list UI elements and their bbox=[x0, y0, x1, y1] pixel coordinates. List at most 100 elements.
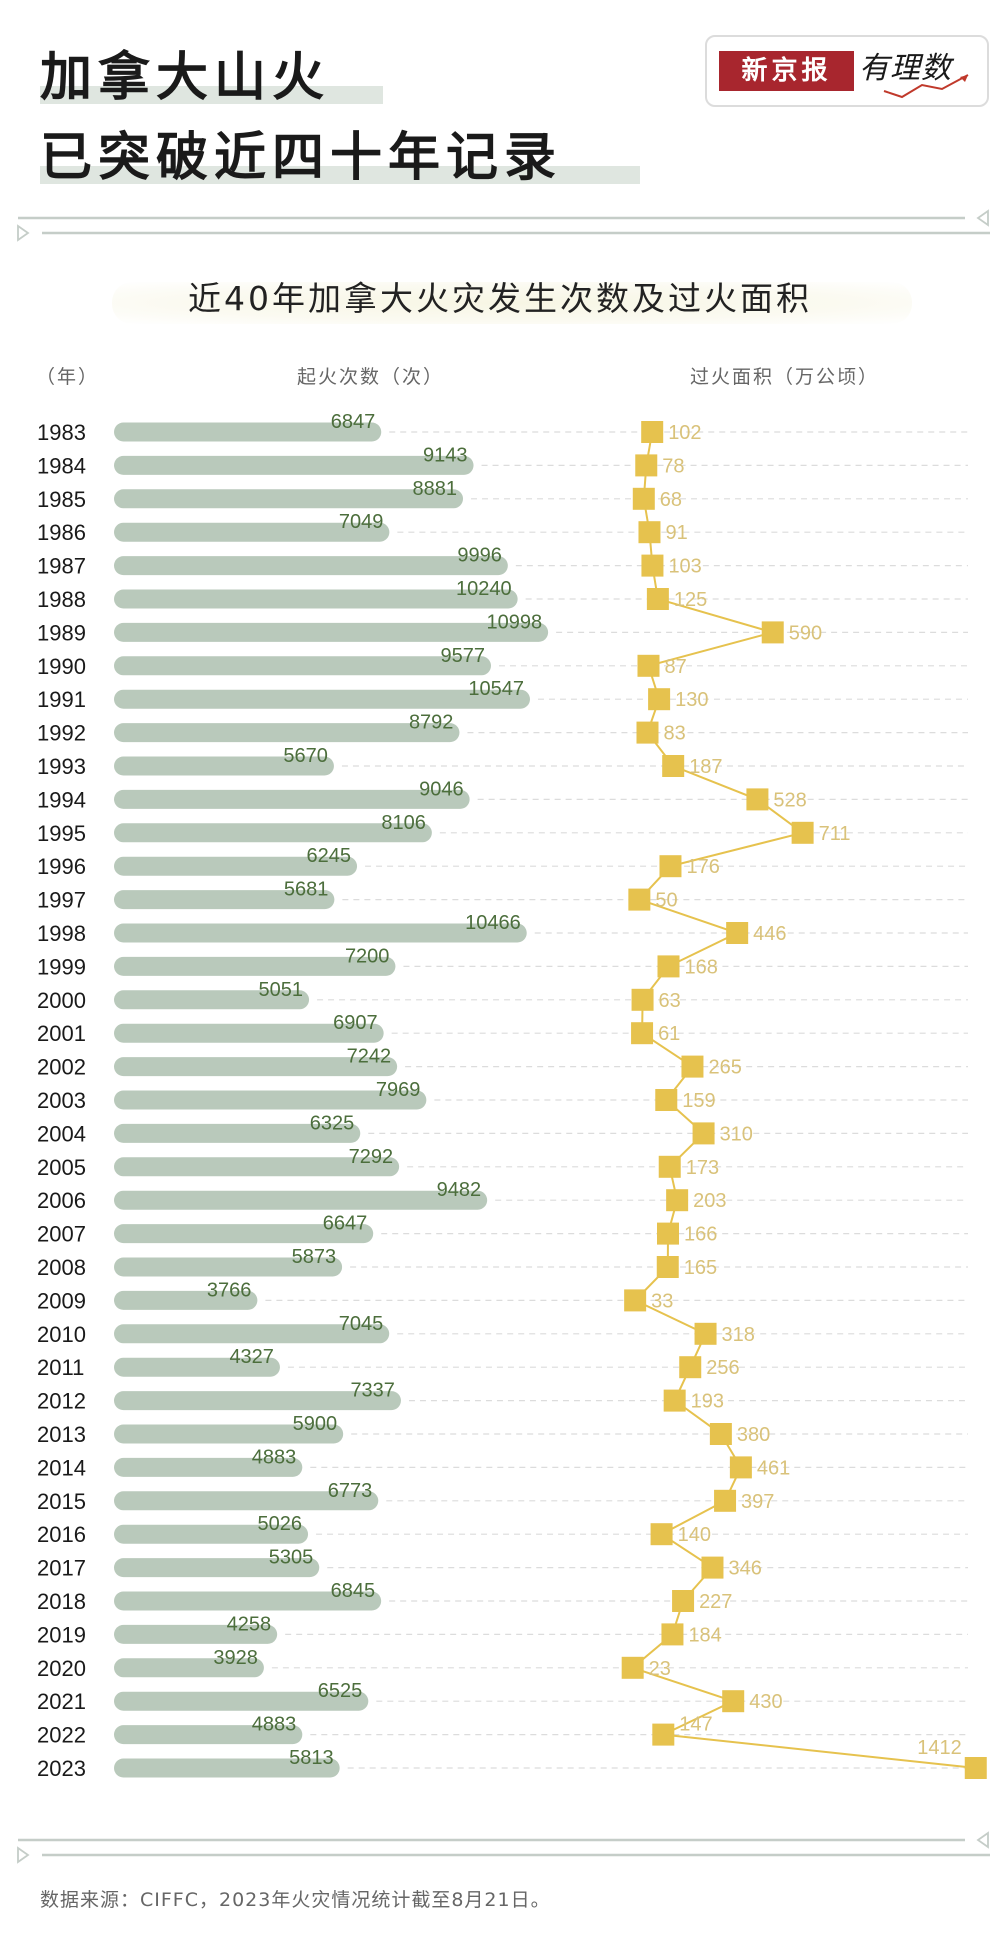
count-data-label: 10547 bbox=[468, 678, 524, 700]
count-data-label: 6525 bbox=[318, 1680, 363, 1702]
area-marker bbox=[652, 1723, 675, 1746]
trend-arrow-icon bbox=[883, 74, 969, 99]
year-tick-label: 1983 bbox=[37, 420, 86, 445]
area-marker bbox=[635, 454, 658, 477]
count-data-label: 5813 bbox=[289, 1747, 334, 1769]
chart-title: 近40年加拿大火灾发生次数及过火面积 bbox=[188, 279, 812, 318]
count-data-label: 6773 bbox=[328, 1480, 373, 1502]
logo-column-name: 有理数 bbox=[859, 51, 952, 86]
count-bar bbox=[114, 1324, 390, 1344]
divider-bottom bbox=[17, 1831, 990, 1864]
area-data-label: 140 bbox=[678, 1524, 711, 1546]
count-bar bbox=[114, 1357, 280, 1377]
year-tick-label: 1992 bbox=[37, 721, 86, 746]
area-marker bbox=[714, 1489, 737, 1512]
count-bar bbox=[114, 823, 432, 843]
area-marker bbox=[672, 1590, 695, 1612]
count-data-label: 10998 bbox=[486, 611, 542, 633]
count-bar bbox=[114, 1758, 340, 1778]
year-tick-label: 2010 bbox=[37, 1322, 86, 1347]
year-tick-label: 2014 bbox=[37, 1455, 86, 1480]
count-bar bbox=[114, 622, 549, 642]
count-bar bbox=[114, 455, 474, 475]
year-tick-label: 2002 bbox=[37, 1055, 86, 1080]
area-marker bbox=[650, 1523, 673, 1546]
count-bar bbox=[114, 1424, 344, 1444]
year-tick-label: 2020 bbox=[37, 1656, 86, 1681]
count-data-label: 4327 bbox=[229, 1346, 274, 1368]
area-marker bbox=[663, 1389, 686, 1412]
count-bar bbox=[114, 1090, 427, 1110]
year-tick-label: 1994 bbox=[37, 787, 86, 812]
area-marker bbox=[657, 955, 680, 978]
year-tick-label: 2011 bbox=[37, 1355, 84, 1380]
area-marker bbox=[666, 1189, 689, 1212]
area-marker bbox=[701, 1556, 724, 1579]
count-bar bbox=[114, 656, 491, 676]
area-marker bbox=[709, 1423, 732, 1445]
area-marker bbox=[631, 1022, 654, 1045]
count-bar bbox=[114, 956, 396, 976]
count-bar bbox=[114, 789, 470, 809]
count-data-label: 5051 bbox=[259, 979, 304, 1001]
count-data-label: 7337 bbox=[350, 1380, 395, 1402]
area-data-label: 83 bbox=[664, 723, 686, 745]
area-data-label: 461 bbox=[757, 1457, 790, 1479]
year-tick-label: 1990 bbox=[37, 654, 86, 679]
area-data-label: 173 bbox=[686, 1157, 719, 1179]
area-data-label: 430 bbox=[749, 1691, 782, 1713]
year-tick-label: 1999 bbox=[37, 954, 86, 979]
year-tick-label: 2012 bbox=[37, 1389, 86, 1414]
count-bar bbox=[114, 1224, 374, 1244]
year-tick-label: 2000 bbox=[37, 988, 86, 1013]
area-data-label: 256 bbox=[706, 1357, 739, 1379]
count-bar bbox=[114, 1491, 379, 1511]
area-marker bbox=[641, 554, 664, 577]
area-data-label: 346 bbox=[728, 1558, 761, 1580]
area-data-label: 103 bbox=[668, 556, 701, 578]
area-data-label: 125 bbox=[674, 589, 707, 611]
title-highlight-1 bbox=[40, 86, 383, 104]
page-title-line-1: 加拿大山火 bbox=[40, 48, 331, 108]
area-data-label: 1412 bbox=[917, 1737, 962, 1759]
area-data-label: 265 bbox=[708, 1057, 741, 1079]
count-bar bbox=[114, 1591, 382, 1611]
count-data-label: 4883 bbox=[252, 1714, 297, 1736]
count-bar bbox=[114, 1023, 384, 1043]
area-data-label: 187 bbox=[689, 756, 722, 778]
area-marker bbox=[662, 755, 685, 777]
count-bar bbox=[114, 1290, 258, 1310]
area-data-label: 176 bbox=[686, 856, 719, 878]
area-data-label: 380 bbox=[737, 1424, 770, 1446]
area-marker bbox=[632, 487, 655, 510]
area-data-label: 91 bbox=[665, 522, 687, 544]
count-data-label: 7292 bbox=[349, 1146, 394, 1168]
count-data-label: 5873 bbox=[292, 1246, 337, 1268]
area-data-label: 165 bbox=[684, 1257, 717, 1279]
count-data-label: 9143 bbox=[423, 444, 468, 466]
year-tick-label: 1988 bbox=[37, 587, 86, 612]
area-data-label: 68 bbox=[660, 489, 682, 511]
year-tick-label: 1996 bbox=[37, 854, 86, 879]
area-data-label: 61 bbox=[658, 1023, 680, 1045]
count-data-label: 8792 bbox=[409, 712, 454, 734]
count-data-label: 8881 bbox=[413, 478, 458, 500]
area-marker bbox=[624, 1289, 647, 1312]
year-tick-label: 1998 bbox=[37, 921, 86, 946]
area-marker bbox=[646, 588, 669, 610]
year-tick-label: 2022 bbox=[37, 1723, 86, 1748]
count-data-label: 6845 bbox=[331, 1580, 376, 1602]
area-data-label: 711 bbox=[819, 823, 851, 845]
count-bar bbox=[114, 422, 382, 442]
area-data-label: 63 bbox=[659, 990, 681, 1012]
area-data-label: 397 bbox=[741, 1491, 774, 1513]
area-data-label: 166 bbox=[684, 1224, 717, 1246]
year-tick-label: 1991 bbox=[37, 687, 86, 712]
count-bar bbox=[114, 489, 464, 509]
count-bar bbox=[114, 1658, 264, 1678]
area-marker bbox=[722, 1690, 745, 1713]
year-tick-label: 1986 bbox=[37, 520, 86, 545]
area-marker bbox=[637, 654, 660, 677]
count-data-label: 5305 bbox=[269, 1547, 314, 1569]
count-bar bbox=[114, 1524, 309, 1544]
